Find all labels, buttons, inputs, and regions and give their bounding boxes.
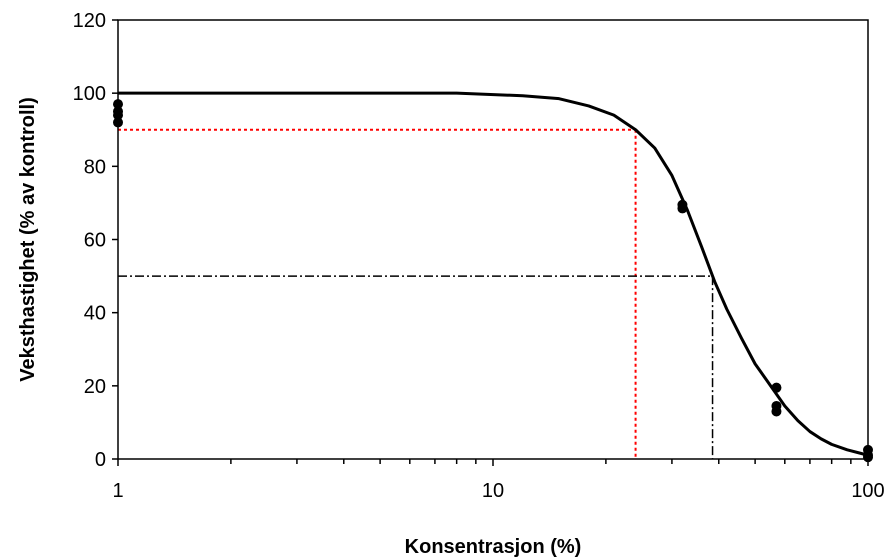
y-axis-title: Veksthastighet (% av kontroll) <box>17 97 39 382</box>
data-point <box>771 382 782 393</box>
y-tick-label: 40 <box>84 303 106 325</box>
fit-curve <box>118 91 869 457</box>
x-tick-labels: 1 10 100 <box>112 480 884 502</box>
x-tick-label: 1 <box>112 480 123 502</box>
y-tick-label: 80 <box>84 156 106 178</box>
axis-ticks <box>112 19 869 466</box>
y-tick-label: 20 <box>84 376 106 398</box>
x-tick-label: 100 <box>851 480 884 502</box>
plot-frame <box>117 19 869 460</box>
x-tick-label: 10 <box>482 480 504 502</box>
data-point <box>677 203 688 214</box>
fit-curve-layer <box>118 91 869 457</box>
y-tick-label: 60 <box>84 230 106 252</box>
y-tick-label: 120 <box>73 10 106 32</box>
y-tick-label: 100 <box>73 83 106 105</box>
data-points <box>113 99 873 463</box>
data-point <box>771 406 782 417</box>
x-axis-title: Konsentrasjon (%) <box>405 536 582 558</box>
y-tick-label: 0 <box>95 449 106 471</box>
reference-lines <box>118 128 714 459</box>
y-tick-labels: 0 20 40 60 80 100 120 <box>73 10 106 471</box>
